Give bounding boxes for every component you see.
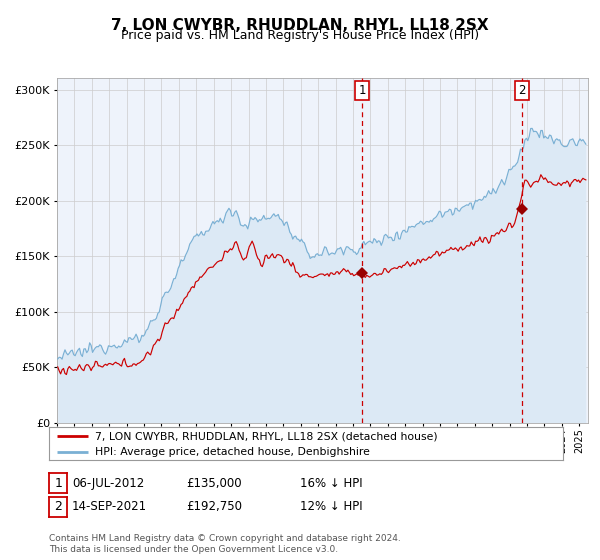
Text: Price paid vs. HM Land Registry's House Price Index (HPI): Price paid vs. HM Land Registry's House … bbox=[121, 29, 479, 42]
Text: HPI: Average price, detached house, Denbighshire: HPI: Average price, detached house, Denb… bbox=[95, 447, 370, 457]
Text: 2: 2 bbox=[54, 501, 62, 514]
Text: 14-SEP-2021: 14-SEP-2021 bbox=[72, 501, 147, 514]
Text: 2: 2 bbox=[518, 83, 526, 96]
Text: 7, LON CWYBR, RHUDDLAN, RHYL, LL18 2SX (detached house): 7, LON CWYBR, RHUDDLAN, RHYL, LL18 2SX (… bbox=[95, 431, 438, 441]
Text: £192,750: £192,750 bbox=[186, 501, 242, 514]
Text: 1: 1 bbox=[358, 83, 366, 96]
Text: 12% ↓ HPI: 12% ↓ HPI bbox=[300, 501, 362, 514]
Text: 1: 1 bbox=[54, 477, 62, 490]
Text: 16% ↓ HPI: 16% ↓ HPI bbox=[300, 477, 362, 490]
Text: 06-JUL-2012: 06-JUL-2012 bbox=[72, 477, 144, 490]
Text: 7, LON CWYBR, RHUDDLAN, RHYL, LL18 2SX: 7, LON CWYBR, RHUDDLAN, RHYL, LL18 2SX bbox=[111, 18, 489, 34]
Text: £135,000: £135,000 bbox=[186, 477, 242, 490]
Text: Contains HM Land Registry data © Crown copyright and database right 2024.
This d: Contains HM Land Registry data © Crown c… bbox=[49, 534, 401, 554]
